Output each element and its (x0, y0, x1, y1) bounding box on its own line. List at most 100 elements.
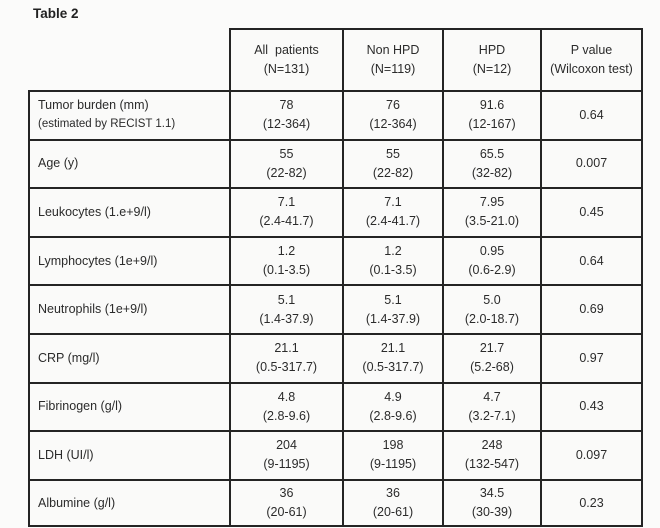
row-label-lymphocytes: Lymphocytes (1e+9/l) (28, 235, 229, 285)
cell-range: (0.5-317.7) (255, 360, 318, 375)
cell-value: 21.7 (479, 341, 505, 356)
row-label-crp: CRP (mg/l) (28, 332, 229, 382)
cell-all-patients: 21.1 (0.5-317.7) (229, 332, 342, 382)
cell-non-hpd: 76 (12-364) (342, 90, 442, 139)
cell-range: (22-82) (266, 165, 307, 180)
cell-all-patients: 55 (22-82) (229, 138, 342, 188)
cell-range: (12-364) (262, 117, 311, 132)
cell-p-value: 0.007 (540, 138, 643, 188)
row-label: Age (y) (38, 156, 79, 171)
header-hpd: HPD (N=12) (442, 28, 540, 90)
cell-value: 78 (279, 98, 294, 113)
header-label: P value (570, 43, 613, 57)
cell-non-hpd: 21.1 (0.5-317.7) (342, 332, 442, 382)
cell-value: 65.5 (479, 146, 505, 161)
cell-p-value: 0.45 (540, 187, 643, 236)
cell-value: 7.95 (479, 195, 505, 210)
cell-range: (2.8-9.6) (262, 408, 311, 423)
cell-value: 198 (382, 438, 404, 453)
cell-range: (0.1-3.5) (369, 263, 417, 278)
row-label: CRP (mg/l) (38, 350, 100, 365)
cell-value: 0.43 (579, 399, 604, 414)
cell-value: 55 (386, 146, 400, 161)
row-sublabel: (estimated by RECIST 1.1) (38, 118, 176, 131)
cell-all-patients: 5.1 (1.4-37.9) (229, 284, 342, 333)
cell-all-patients: 204 (9-1195) (229, 430, 342, 479)
row-label: Leukocytes (1.e+9/l) (38, 204, 151, 219)
row-label: LDH (UI/l) (38, 447, 94, 462)
cell-range: (12-167) (468, 117, 516, 132)
cell-p-value: 0.69 (540, 284, 643, 333)
cell-all-patients: 4.8 (2.8-9.6) (229, 381, 342, 431)
table-title: Table 2 (33, 6, 79, 21)
cell-value: 76 (386, 98, 400, 113)
cell-hpd: 0.95 (0.6-2.9) (442, 235, 540, 285)
cell-value: 55 (279, 146, 294, 161)
cell-range: (2.8-9.6) (369, 408, 417, 423)
cell-value: 34.5 (479, 486, 505, 501)
cell-value: 4.7 (483, 389, 501, 404)
row-label: Lymphocytes (1e+9/l) (38, 253, 158, 268)
cell-hpd: 5.0 (2.0-18.7) (442, 284, 540, 333)
cell-all-patients: 1.2 (0.1-3.5) (229, 235, 342, 285)
cell-value: 0.45 (579, 204, 604, 219)
cell-value: 4.9 (384, 389, 402, 404)
cell-hpd: 65.5 (32-82) (442, 138, 540, 188)
header-stub-cell (28, 28, 229, 90)
cell-range: (2.4-41.7) (365, 214, 421, 229)
cell-range: (0.6-2.9) (468, 263, 516, 278)
cell-hpd: 21.7 (5.2-68) (442, 332, 540, 382)
cell-value: 1.2 (277, 244, 296, 259)
row-label-fibrinogen: Fibrinogen (g/l) (28, 381, 229, 431)
cell-range: (20-61) (372, 505, 414, 520)
row-label-ldh: LDH (UI/l) (28, 430, 229, 479)
cell-range: (30-39) (471, 505, 513, 520)
cell-value: 248 (481, 438, 503, 453)
cell-value: 5.1 (277, 292, 296, 307)
cell-range: (5.2-68) (470, 360, 514, 375)
cell-range: (1.4-37.9) (365, 311, 421, 326)
cell-all-patients: 36 (20-61) (229, 478, 342, 528)
cell-range: (32-82) (471, 165, 513, 180)
header-p-value: P value (Wilcoxon test) (540, 28, 643, 90)
cell-value: 0.097 (575, 447, 608, 462)
cell-range: (0.5-317.7) (362, 360, 424, 375)
cell-value: 5.0 (483, 292, 501, 307)
cell-range: (3.2-7.1) (468, 408, 516, 423)
cell-value: 204 (276, 438, 297, 453)
cell-all-patients: 7.1 (2.4-41.7) (229, 187, 342, 236)
cell-value: 0.64 (579, 107, 604, 122)
cell-range: (0.1-3.5) (262, 263, 311, 278)
cell-range: (20-61) (266, 505, 307, 520)
cell-non-hpd: 198 (9-1195) (342, 430, 442, 479)
cell-p-value: 0.23 (540, 478, 643, 528)
header-n: (N=119) (370, 62, 416, 76)
header-all-patients: All patients (N=131) (229, 28, 342, 90)
cell-p-value: 0.64 (540, 90, 643, 139)
cell-value: 4.8 (277, 389, 296, 404)
cell-value: 91.6 (479, 98, 505, 113)
cell-non-hpd: 36 (20-61) (342, 478, 442, 528)
cell-range: (2.0-18.7) (464, 311, 520, 326)
cell-value: 36 (386, 486, 400, 501)
row-label-neutrophils: Neutrophils (1e+9/l) (28, 284, 229, 333)
cell-non-hpd: 5.1 (1.4-37.9) (342, 284, 442, 333)
row-label-tumor-burden: Tumor burden (mm) (estimated by RECIST 1… (28, 90, 229, 139)
cell-value: 0.69 (579, 302, 604, 317)
cell-value: 7.1 (384, 195, 402, 210)
cell-value: 0.007 (575, 156, 608, 171)
row-label-age: Age (y) (28, 138, 229, 188)
header-label: HPD (478, 43, 506, 57)
cell-hpd: 91.6 (12-167) (442, 90, 540, 139)
cell-non-hpd: 7.1 (2.4-41.7) (342, 187, 442, 236)
cell-p-value: 0.097 (540, 430, 643, 479)
cell-value: 36 (279, 486, 294, 501)
cell-value: 0.64 (579, 253, 604, 268)
row-label: Neutrophils (1e+9/l) (38, 302, 148, 317)
cell-hpd: 34.5 (30-39) (442, 478, 540, 528)
cell-hpd: 4.7 (3.2-7.1) (442, 381, 540, 431)
cell-hpd: 7.95 (3.5-21.0) (442, 187, 540, 236)
cell-range: (22-82) (372, 165, 414, 180)
header-label: Non HPD (366, 43, 420, 57)
header-non-hpd: Non HPD (N=119) (342, 28, 442, 90)
